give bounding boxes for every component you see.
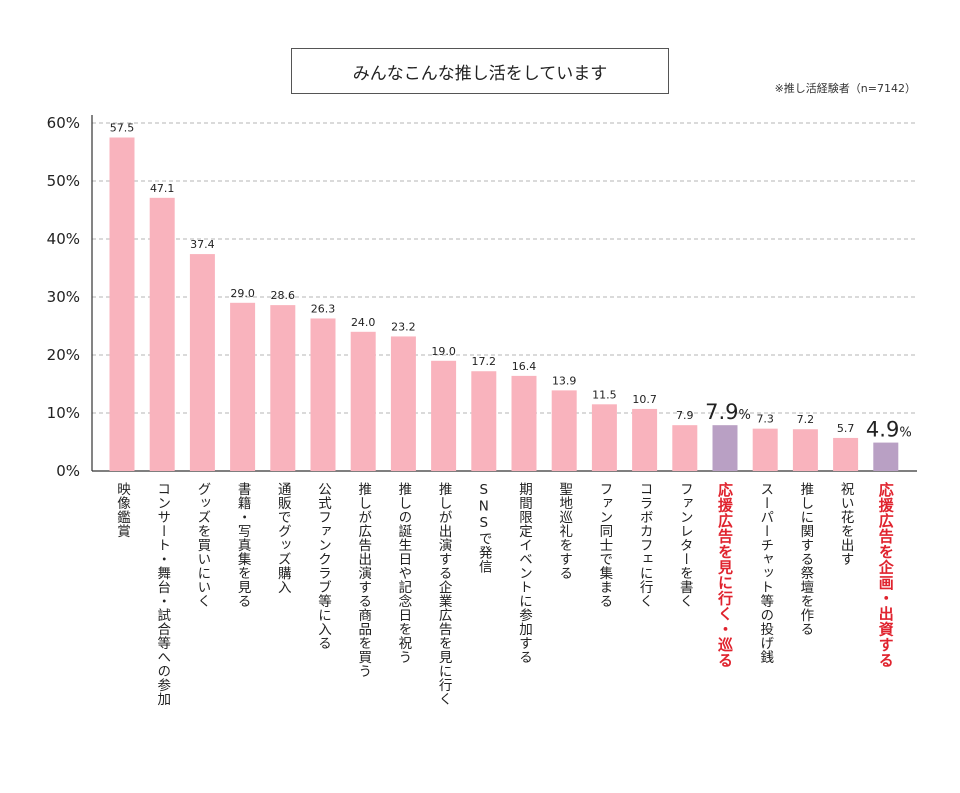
x-category-label: ファン同士で集まる bbox=[596, 482, 613, 608]
x-category-label: 応援広告を見に行く・巡る bbox=[716, 482, 734, 668]
bar-value-label: 57.5 bbox=[110, 122, 135, 135]
bar bbox=[672, 425, 698, 471]
bar-value-label: 26.3 bbox=[311, 302, 336, 315]
bar-value-label: 17.2 bbox=[472, 355, 497, 368]
y-tick-label: 30% bbox=[47, 288, 80, 306]
y-tick-label: 40% bbox=[47, 230, 80, 248]
y-tick-label: 60% bbox=[47, 114, 80, 132]
y-tick-label: 10% bbox=[47, 404, 80, 422]
bar-value-label: 24.0 bbox=[351, 316, 376, 329]
bar bbox=[752, 428, 778, 471]
bar bbox=[511, 375, 537, 471]
x-category-label: SNSで発信 bbox=[475, 482, 492, 574]
x-category-label: 祝い花を出す bbox=[837, 482, 854, 566]
bar bbox=[551, 390, 577, 471]
bar-value-label: 16.4 bbox=[512, 360, 537, 373]
bar bbox=[873, 442, 899, 471]
x-category-label: 通販でグッズ購入 bbox=[274, 482, 291, 594]
chart-title: みんなこんな推し活をしています bbox=[291, 48, 669, 94]
bar-value-label: 11.5 bbox=[592, 388, 617, 401]
x-category-label: 聖地巡礼をする bbox=[556, 482, 573, 580]
bar-value-label: 28.6 bbox=[271, 289, 296, 302]
x-category-label: 推しが広告出演する商品を買う bbox=[355, 482, 372, 678]
bar bbox=[310, 318, 336, 471]
bar-value-label: 7.9 bbox=[676, 409, 694, 422]
bar-value-label: 23.2 bbox=[391, 320, 416, 333]
x-category-label: 公式ファンクラブ等に入る bbox=[315, 482, 331, 650]
bar bbox=[591, 404, 617, 471]
bar-value-label: 37.4 bbox=[190, 238, 215, 251]
bar-value-label: 7.2 bbox=[797, 413, 815, 426]
bar bbox=[792, 429, 818, 471]
x-category-label: 応援広告を企画・出資する bbox=[876, 482, 895, 668]
bar bbox=[270, 305, 296, 471]
bar bbox=[149, 197, 175, 471]
x-category-label: 推しが出演する企業広告を見に行く bbox=[435, 482, 452, 706]
bar bbox=[230, 302, 256, 471]
x-category-label: コンサート・舞台・試合等への参加 bbox=[154, 482, 171, 706]
x-category-label: 推しの誕生日や記念日を祝う bbox=[395, 482, 412, 664]
bar-value-label: 7.9% bbox=[705, 400, 751, 424]
x-category-label: 映像鑑賞 bbox=[114, 482, 130, 538]
bar-value-label: 47.1 bbox=[150, 182, 175, 195]
x-category-label: ファンレターを書く bbox=[676, 482, 693, 608]
x-category-label: 書籍・写真集を見る bbox=[234, 482, 251, 608]
bar-value-label: 7.3 bbox=[756, 413, 774, 426]
x-category-label: スーパーチャット等の投げ銭 bbox=[757, 482, 774, 664]
bar bbox=[712, 425, 738, 471]
bar-value-label: 29.0 bbox=[230, 287, 255, 300]
bar bbox=[471, 371, 497, 471]
bar bbox=[833, 437, 859, 471]
bar-value-label: 4.9% bbox=[866, 418, 912, 442]
y-tick-label: 0% bbox=[56, 462, 80, 480]
x-category-label: グッズを買いにいく bbox=[194, 482, 211, 608]
y-tick-label: 50% bbox=[47, 172, 80, 190]
bar bbox=[189, 254, 215, 471]
bar-value-label: 10.7 bbox=[632, 393, 657, 406]
bar bbox=[350, 331, 376, 471]
bar bbox=[109, 137, 135, 471]
chart-title-text: みんなこんな推し活をしています bbox=[352, 63, 608, 84]
y-tick-label: 20% bbox=[47, 346, 80, 364]
bar-value-label: 19.0 bbox=[431, 345, 456, 358]
bar-value-label: 5.7 bbox=[837, 422, 855, 435]
x-category-label: 期間限定イベントに参加する bbox=[516, 482, 532, 664]
x-category-label: コラボカフェに行く bbox=[636, 482, 653, 608]
bar bbox=[632, 408, 658, 471]
x-category-label: 推しに関する祭壇を作る bbox=[797, 482, 814, 636]
bar bbox=[390, 336, 416, 471]
bar-value-label: 13.9 bbox=[552, 374, 577, 387]
sample-note: ※推し活経験者（n=7142） bbox=[774, 82, 916, 95]
bar bbox=[431, 360, 457, 471]
